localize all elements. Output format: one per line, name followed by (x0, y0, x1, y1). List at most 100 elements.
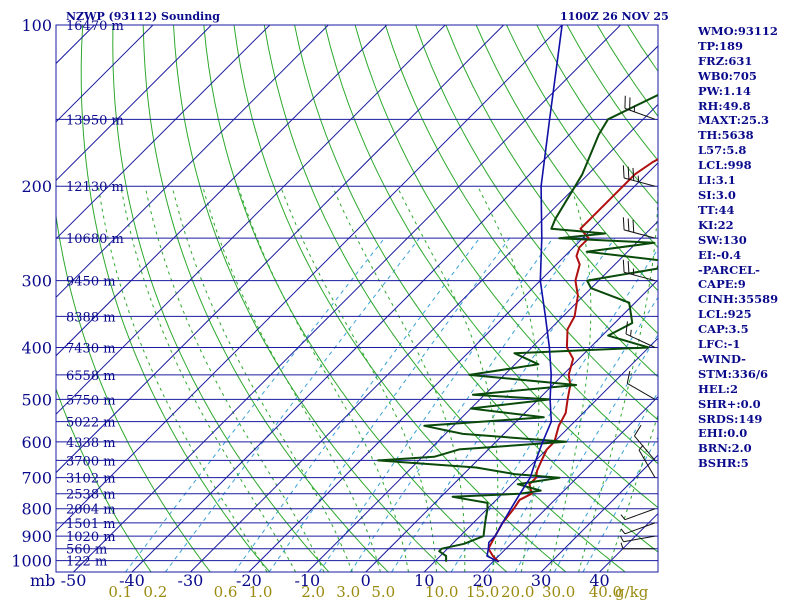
height-label: 8388 m (66, 310, 116, 325)
dry-adiabat (80, 25, 270, 572)
dry-adiabat (112, 25, 330, 572)
index-item: BRN:2.0 (698, 441, 752, 456)
wind-barb (634, 424, 656, 461)
index-item: TP:189 (698, 38, 744, 53)
wind-barb-half (620, 542, 624, 549)
height-label: 1501 m (66, 517, 116, 532)
mixing-ratio-label: 40.0 (589, 583, 622, 600)
moist-adiabat (144, 186, 325, 572)
height-label: 5022 m (66, 416, 116, 431)
temperature-tick: 10 (414, 571, 434, 590)
dry-adiabat (415, 25, 658, 378)
pressure-tick: 900 (21, 527, 52, 546)
index-item: TT:44 (698, 202, 735, 217)
index-item: WB0:705 (698, 68, 757, 83)
mixing-ratio-label: 3.0 (336, 583, 360, 600)
wind-barb-staff (624, 508, 656, 521)
mixing-ratio-line (582, 436, 658, 572)
index-item: SRDS:149 (698, 411, 763, 426)
height-label: 2538 m (66, 488, 116, 503)
index-item: LFC:-1 (698, 337, 741, 352)
mixing-ratio-label: 30.0 (542, 583, 575, 600)
wind-barb-staff (627, 382, 656, 400)
height-label: 122 m (66, 555, 107, 570)
wind-barb-staff (623, 229, 656, 239)
index-item: MAXT:25.3 (698, 113, 769, 128)
pressure-unit: mb (30, 571, 55, 590)
wind-barb-flag (632, 167, 635, 181)
pressure-tick: 700 (21, 469, 52, 488)
index-item: EHI:0.0 (698, 426, 748, 441)
wind-barb-flag (626, 370, 631, 384)
stability-indices-list: WMO:93112 TP:189 FRZ:631 WB0:705 PW:1.14 RH:4… (698, 24, 778, 471)
wind-barb (620, 542, 655, 550)
wind-barb-half (620, 514, 626, 520)
pressure-tick: 200 (21, 177, 52, 196)
dry-adiabat (294, 25, 658, 553)
wind-barb (625, 321, 656, 348)
height-label: 6558 m (66, 369, 116, 384)
index-item: BSHR:5 (698, 456, 749, 471)
moist-adiabat (97, 186, 268, 572)
dry-adiabat (173, 25, 448, 572)
temperature-tick: -50 (61, 571, 87, 590)
dry-adiabats (56, 25, 658, 572)
moist-adiabat (396, 185, 499, 572)
dry-adiabat (56, 387, 152, 572)
mixing-ratio-label: 5.0 (371, 583, 395, 600)
moist-adiabat (202, 186, 381, 572)
dry-adiabat (142, 25, 389, 572)
wind-barb-flag (625, 321, 628, 335)
wind-barb-flag (627, 260, 630, 274)
wind-barb-flag (622, 259, 625, 273)
index-item: KI:22 (698, 217, 734, 232)
isotherm (56, 25, 271, 240)
temperature-tick: -40 (119, 571, 145, 590)
isotherm (365, 279, 658, 572)
wind-barb-flag (622, 217, 625, 230)
wind-barb-staff (638, 449, 656, 478)
isotherm (56, 25, 563, 532)
dry-adiabat (475, 25, 658, 292)
wind-barb-staff (624, 107, 656, 120)
isotherm (56, 25, 388, 357)
wind-barb (620, 508, 656, 521)
index-item: CAPE:9 (698, 277, 746, 292)
isotherm (423, 337, 658, 572)
mixing-ratio-line (450, 248, 658, 572)
chart-subtitle: 1100Z 26 NOV 25 (560, 10, 669, 23)
isotherm (306, 220, 658, 572)
index-item: LCL:998 (698, 158, 752, 173)
mixing-ratio-lines (125, 237, 658, 572)
height-label: 10680 m (66, 232, 124, 247)
pressure-tick: 300 (21, 272, 52, 291)
wind-barb (622, 165, 656, 187)
mixing-ratio-label: 10.0 (425, 583, 458, 600)
index-item: FRZ:631 (698, 53, 753, 68)
pressure-tick: 400 (21, 338, 52, 357)
dry-adiabat (384, 25, 658, 421)
index-item: SI:3.0 (698, 187, 736, 202)
sounding-curves (377, 25, 658, 563)
moist-adiabat (120, 186, 297, 572)
mixing-ratio-line (514, 333, 658, 572)
index-item: -WIND- (698, 351, 746, 366)
wind-barb-half (620, 528, 626, 535)
moist-adiabat (477, 185, 540, 572)
wind-barb-half (620, 535, 624, 542)
wind-barb (626, 370, 656, 400)
isotherm (190, 103, 658, 572)
wind-barb-staff (623, 535, 656, 543)
index-item: CAP:3.5 (698, 322, 749, 337)
isotherm (131, 45, 658, 572)
index-item: HEL:2 (698, 381, 738, 396)
mixing-ratio-line (349, 237, 581, 572)
pressure-tick: 1000 (11, 552, 52, 571)
wind-barb-flag (627, 218, 630, 232)
height-label: 13950 m (66, 113, 124, 128)
wind-barb (620, 535, 656, 543)
index-item: TH:5638 (698, 128, 754, 143)
height-label: 5750 m (66, 393, 116, 408)
pressure-tick: 500 (21, 390, 52, 409)
wind-barb (622, 217, 656, 239)
